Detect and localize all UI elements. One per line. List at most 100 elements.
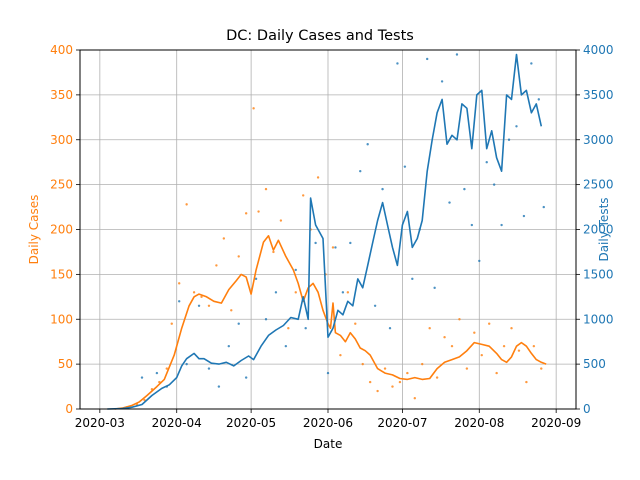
cases-daily-point xyxy=(450,344,454,348)
tests-daily-point xyxy=(178,300,181,303)
x-tick-label: 2020-05 xyxy=(226,416,276,430)
tests-daily-point xyxy=(294,268,297,272)
cases-daily-point xyxy=(480,353,483,357)
x-tick-label: 2020-07 xyxy=(377,416,427,430)
cases-daily-point xyxy=(435,376,439,379)
tests-daily-point xyxy=(304,327,307,330)
cases-daily-point xyxy=(413,397,416,400)
cases-daily-point xyxy=(502,344,506,348)
tests-daily-point xyxy=(470,223,474,227)
right-y-tick-label: 1500 xyxy=(583,267,614,281)
cases-daily-point xyxy=(465,367,469,370)
tests-daily-point xyxy=(140,376,144,379)
cases-daily-point xyxy=(302,194,305,197)
tests-daily-point xyxy=(530,62,533,65)
left-y-tick-label: 50 xyxy=(58,357,73,371)
right-y-tick-label: 2000 xyxy=(583,223,614,237)
tests-daily-point xyxy=(326,371,330,375)
tests-daily-point xyxy=(314,241,317,245)
cases-daily-point xyxy=(361,362,364,366)
tests-daily-point xyxy=(373,304,377,307)
tests-daily-point xyxy=(388,327,392,330)
cases-daily-point xyxy=(230,309,233,312)
tests-daily-point xyxy=(237,322,240,325)
tests-daily-point xyxy=(463,187,466,191)
x-tick-label: 2020-04 xyxy=(152,416,202,430)
x-tick-label: 2020-03 xyxy=(75,416,125,430)
cases-daily-point xyxy=(294,291,297,294)
cases-daily-point xyxy=(215,264,218,267)
tests-daily-point xyxy=(349,241,352,245)
left-y-tick-label: 250 xyxy=(50,178,73,192)
cases-daily-scatter xyxy=(125,107,543,409)
tests-daily-point xyxy=(433,286,436,290)
tests-daily-point xyxy=(542,205,545,209)
tests-daily-point xyxy=(284,344,288,348)
tests-daily-point xyxy=(366,143,369,146)
tests-daily-point xyxy=(207,367,211,370)
left-y-tick-label: 150 xyxy=(50,267,73,281)
right-y-tick-label: 0 xyxy=(583,402,591,416)
cases-daily-point xyxy=(237,255,240,258)
right-y-tick-label: 500 xyxy=(583,357,606,371)
tests-daily-point xyxy=(341,291,345,294)
cases-daily-point xyxy=(207,304,211,307)
tests-daily-point xyxy=(537,98,540,101)
cases-daily-point xyxy=(170,322,173,325)
right-y-tick-label: 4000 xyxy=(583,43,614,57)
tests-daily-point xyxy=(227,344,230,348)
series-lines xyxy=(107,53,547,410)
right-y-tick-label: 3500 xyxy=(583,88,614,102)
cases-daily-point xyxy=(383,367,387,370)
cases-smoothed-line xyxy=(114,235,547,410)
cases-daily-point xyxy=(354,322,357,325)
cases-daily-point xyxy=(185,203,188,206)
tests-daily-point xyxy=(264,318,268,321)
tests-daily-point xyxy=(274,291,278,294)
cases-daily-point xyxy=(458,318,461,321)
right-y-tick-label: 1000 xyxy=(583,312,614,326)
cases-daily-point xyxy=(279,219,283,222)
axis-ticks: 2020-03 2020-04 2020-05 2020-06 2020-07 2020-… xyxy=(50,43,613,430)
left-y-tick-label: 350 xyxy=(50,88,73,102)
cases-daily-point xyxy=(192,291,196,294)
tests-daily-point xyxy=(381,187,384,191)
tests-daily-point xyxy=(426,57,429,61)
cases-daily-point xyxy=(200,295,203,299)
cases-daily-point xyxy=(421,362,424,366)
cases-daily-point xyxy=(532,344,536,348)
tests-daily-point xyxy=(478,259,481,263)
tests-smoothed-line xyxy=(107,53,543,410)
tests-daily-point xyxy=(515,125,518,128)
right-y-axis-label: Daily Tests xyxy=(597,197,611,261)
tests-daily-scatter xyxy=(140,53,545,388)
cases-daily-point xyxy=(517,349,521,352)
tests-daily-point xyxy=(448,201,451,204)
tests-daily-point xyxy=(522,214,526,218)
tests-daily-point xyxy=(254,277,258,281)
cases-daily-point xyxy=(331,246,335,249)
cases-daily-point xyxy=(473,331,476,334)
right-y-tick-label: 3000 xyxy=(583,133,614,147)
cases-daily-point xyxy=(252,107,255,110)
tests-daily-point xyxy=(455,53,459,56)
cases-daily-point xyxy=(287,327,290,330)
left-y-tick-label: 300 xyxy=(50,133,73,147)
cases-daily-point xyxy=(316,176,320,179)
tests-daily-point xyxy=(334,246,337,249)
cases-daily-point xyxy=(346,291,350,294)
cases-daily-point xyxy=(222,237,226,240)
tests-daily-point xyxy=(485,160,488,164)
cases-daily-point xyxy=(406,371,409,375)
tests-daily-point xyxy=(155,371,159,375)
cases-daily-point xyxy=(525,380,528,384)
tests-daily-point xyxy=(244,376,248,379)
cases-daily-point xyxy=(540,367,543,370)
left-y-tick-label: 200 xyxy=(50,223,73,237)
tests-daily-point xyxy=(197,304,201,307)
cases-daily-point xyxy=(244,212,248,215)
x-tick-label: 2020-08 xyxy=(454,416,504,430)
cases-daily-point xyxy=(391,385,394,388)
